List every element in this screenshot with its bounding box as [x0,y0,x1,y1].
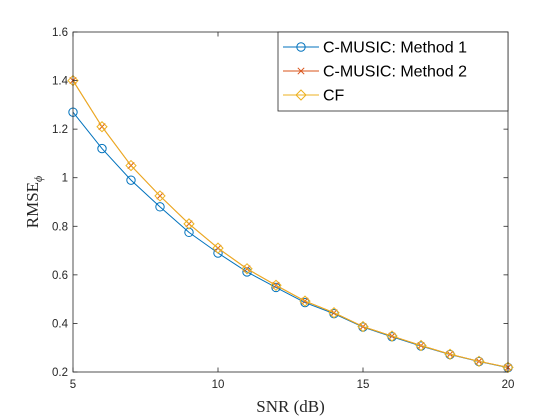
y-tick-label: 1.4 [52,76,69,88]
legend-entries: C-MUSIC: Method 1 C-MUSIC: Method 2 CF [283,40,467,105]
y-axis-label-subscript: ϕ [31,176,45,182]
data-point [357,320,369,333]
legend-label: C-MUSIC: Method 1 [323,40,467,57]
data-point [299,295,311,307]
data-point [473,355,485,368]
data-point [242,267,252,277]
y-axis-label-main: RMSE [23,182,42,228]
y-tick-label: 0.6 [52,270,68,282]
x-tick-label: 5 [70,379,76,391]
y-tick-label: 0.2 [52,367,68,379]
y-tick-label: 0.4 [52,318,69,330]
series-layer [67,74,514,374]
legend-marker [295,89,307,101]
data-point [415,339,427,352]
legend: C-MUSIC: Method 1 C-MUSIC: Method 2 CF [277,31,509,112]
svg-text:RMSEϕ: RMSEϕ [23,176,45,229]
legend-marker [296,42,306,52]
data-point [328,307,340,319]
series-diamond [67,74,514,374]
x-tick-label: 20 [502,379,515,391]
data-point [270,279,282,292]
legend-item: C-MUSIC: Method 1 [283,40,467,57]
legend-marker [297,67,305,75]
x-axis-label: SNR (dB) [256,397,324,416]
series-line [72,80,509,368]
legend-item: C-MUSIC: Method 2 [283,64,467,81]
legend-label: C-MUSIC: Method 2 [323,64,467,81]
data-point [212,242,224,254]
data-point [241,263,253,275]
y-tick-label: 1 [62,173,68,185]
data-point [126,175,136,185]
data-point [96,121,108,133]
data-point [97,143,107,154]
data-point [444,348,456,360]
data-point [154,190,166,202]
x-tick-label: 10 [212,379,225,391]
data-point [155,202,165,212]
data-point [386,330,398,342]
y-tick-label: 1.2 [52,124,68,136]
y-tick-label: 0.8 [52,221,68,233]
x-tick-label: 15 [357,379,370,391]
legend-item: CF [283,88,345,105]
data-point [183,218,195,230]
y-axis-label: RMSEϕ [23,176,45,229]
data-point [125,159,137,172]
y-tick-label: 1.6 [52,27,68,39]
ticks-layer: 5 10 15 20 0.2 0.4 0.6 0.8 1 1.2 1.4 1.6 [52,27,514,391]
legend-label: CF [323,88,345,105]
